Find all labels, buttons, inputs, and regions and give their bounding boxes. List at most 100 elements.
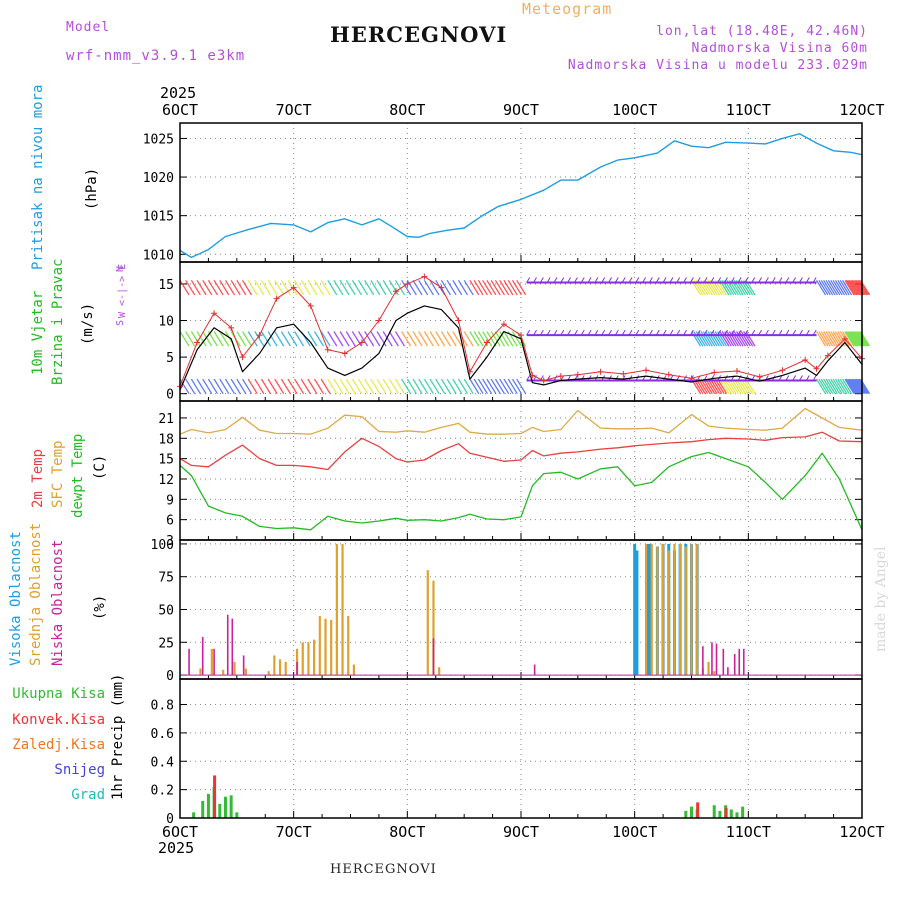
wind-gust-point	[500, 321, 507, 328]
wind-barb	[832, 279, 843, 296]
wind-barb	[382, 331, 393, 347]
wind-arrow-tick	[553, 375, 558, 381]
wind-barb	[446, 378, 457, 395]
wind-barb	[457, 378, 469, 395]
wind-barb	[388, 331, 399, 347]
wind-arrow-tick	[683, 375, 687, 381]
wind-barb	[394, 279, 406, 296]
mid-cloud-bar	[644, 543, 648, 676]
wind-barb	[333, 378, 344, 395]
y-tick-label: 100	[151, 538, 174, 553]
mid-cloud-bar	[273, 655, 276, 676]
time-tick-bottom: 12OCT	[839, 823, 884, 841]
wind-barb	[202, 331, 213, 347]
wind-barb	[507, 279, 518, 296]
wind-arrow-tick	[594, 329, 599, 336]
wind-barb	[486, 279, 497, 296]
wind-arrow-tick	[683, 329, 687, 336]
mid-cloud-bar	[690, 543, 693, 676]
wind-arrow-tick	[805, 375, 810, 381]
wind-barb	[440, 378, 451, 395]
mid-cloud-bar	[667, 550, 670, 676]
y-tick-label: 15	[158, 278, 174, 293]
wind-arrow-tick	[744, 329, 749, 336]
wind-barb	[452, 279, 463, 296]
wind-barb	[473, 331, 484, 347]
temp-unit: (C)	[92, 454, 108, 480]
wind-barb	[179, 279, 190, 296]
total-rain-bar	[201, 800, 205, 818]
wind-barb	[333, 331, 344, 347]
y-tick-label: 18	[158, 432, 174, 447]
wind-arrow-tick	[608, 329, 612, 336]
mid-cloud-bar	[432, 580, 435, 676]
mid-cloud-bar	[244, 668, 248, 676]
wind-barb	[452, 331, 463, 347]
wind-gust-point	[404, 280, 411, 287]
wind-arrow-tick	[764, 329, 769, 336]
wind-barb	[423, 331, 434, 347]
wind-arrow-tick	[724, 277, 728, 283]
wind-barb	[287, 378, 298, 395]
wind-barb	[825, 331, 836, 347]
wind-barb	[219, 279, 230, 296]
wind-barb	[224, 279, 236, 296]
wind-barb	[724, 331, 735, 347]
wind-arrow-tick	[676, 277, 681, 283]
wind-barb	[818, 378, 829, 395]
low-cloud-bar	[715, 643, 718, 676]
y-tick-label: 50	[158, 604, 174, 619]
low-cloud-bar	[711, 642, 713, 676]
wind-barb	[845, 378, 856, 395]
wind-arrow-tick	[696, 329, 701, 336]
total-rain-bar	[712, 805, 716, 818]
y-tick-label: 0	[166, 388, 174, 403]
wind-arrow-tick	[778, 329, 783, 336]
wind-barb	[254, 279, 265, 296]
wind-barb	[429, 279, 440, 296]
cloud-unit: (%)	[92, 594, 108, 620]
temp-label-dew: dewpt Temp	[70, 433, 86, 518]
wind-barb	[490, 331, 501, 347]
wind-arrow-tick	[710, 277, 715, 283]
wind-barb	[394, 331, 406, 347]
wind-barb	[494, 331, 505, 347]
wind-arrow-tick	[689, 329, 694, 336]
y-tick-label: 0.2	[151, 784, 174, 799]
wind-barb	[818, 331, 829, 347]
wind-barb	[844, 378, 855, 395]
wind-arrow-tick	[792, 375, 797, 381]
wind-arrow-tick	[689, 277, 694, 283]
wind-barb	[503, 331, 514, 347]
wind-barb	[423, 378, 434, 395]
wind-barb	[837, 378, 848, 395]
mid-cloud-bar	[661, 543, 665, 676]
wind-barb	[830, 279, 841, 296]
wind-barb	[839, 279, 850, 296]
wind-barb	[716, 331, 728, 347]
wind-gust-point	[256, 332, 263, 339]
wind-barb	[345, 331, 356, 347]
mid-cloud-bar	[324, 618, 327, 676]
mid-cloud-bar	[713, 671, 716, 676]
time-tick-top: 11OCT	[726, 101, 771, 119]
wind-barb	[516, 279, 527, 296]
wind-barb	[320, 279, 331, 296]
wind-arrow-tick	[533, 375, 537, 381]
wind-arrow-tick	[730, 277, 735, 283]
mid-cloud-bar	[656, 546, 659, 676]
model-elevation: Nadmorska Visina u modelu 233.029m	[567, 58, 868, 73]
wind-gust-point	[358, 339, 365, 346]
wind-barb	[490, 279, 501, 296]
time-tick-top: 6OCT	[162, 101, 198, 119]
legend-konvek-kisa: Konvek.Kisa	[12, 712, 105, 728]
wind-barb	[847, 378, 858, 395]
low-cloud-bar	[742, 648, 745, 676]
y-tick-label: 75	[158, 571, 174, 586]
wind-arrow-tick	[560, 329, 565, 336]
wind-arrow-tick	[553, 277, 558, 283]
wind-barb	[280, 331, 291, 347]
wind-arrow-tick	[628, 329, 633, 336]
time-tick-top: 12OCT	[839, 101, 884, 119]
high-cloud-bar	[646, 543, 650, 676]
